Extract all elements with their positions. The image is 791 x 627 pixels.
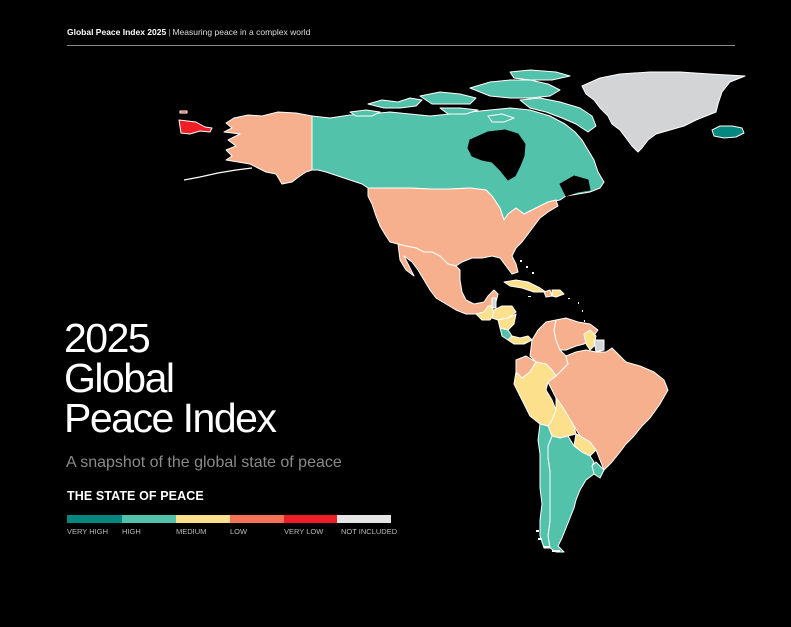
- country-panama[interactable]: [507, 335, 533, 345]
- legend-swatch-medium: [176, 515, 230, 523]
- caribbean-islands: [520, 260, 585, 322]
- hudson-bay: [467, 129, 526, 181]
- country-russia-island: [179, 110, 188, 114]
- legend-label-not-included: NOT INCLUDED: [341, 527, 398, 536]
- cover-title-line3: Peace Index: [64, 395, 277, 441]
- page-header: Global Peace Index 2025 | Measuring peace …: [67, 27, 310, 37]
- country-chile[interactable]: [537, 423, 553, 549]
- country-greenland[interactable]: [581, 71, 746, 153]
- legend-swatch-low: [230, 515, 284, 523]
- legend-swatch-very-low: [284, 515, 337, 523]
- header-divider: [67, 45, 735, 46]
- country-cuba[interactable]: [503, 279, 547, 293]
- country-alaska[interactable]: [223, 111, 313, 185]
- header-separator: |: [168, 27, 171, 37]
- country-belize[interactable]: [491, 297, 497, 309]
- legend-label-low: LOW: [230, 527, 248, 536]
- canadian-arctic-islands: [349, 69, 597, 133]
- country-dominican-republic[interactable]: [551, 289, 565, 298]
- country-iceland[interactable]: [711, 125, 745, 139]
- tierra-del-fuego-islands: [536, 530, 560, 552]
- country-suriname[interactable]: [593, 339, 605, 353]
- legend-swatch-high: [122, 515, 176, 523]
- cover-tagline: A snapshot of the global state of peace: [66, 454, 342, 471]
- legend-swatch-very-high: [67, 515, 122, 523]
- aleutian-islands: [183, 167, 253, 181]
- legend-color-bar: [67, 515, 391, 523]
- country-guatemala[interactable]: [475, 305, 495, 321]
- legend-label-high: HIGH: [122, 527, 141, 536]
- gulf-st-lawrence: [559, 175, 591, 197]
- legend-label-very-low: VERY LOW: [284, 527, 324, 536]
- report-title: Global Peace Index 2025: [67, 27, 167, 37]
- legend-label-very-high: VERY HIGH: [67, 527, 108, 536]
- country-russia[interactable]: [178, 119, 213, 135]
- cover-title-year: 2025: [64, 315, 151, 361]
- cover-title-line2: Global: [64, 355, 175, 401]
- legend-label-medium: MEDIUM: [176, 527, 207, 536]
- report-subtitle: Measuring peace in a complex world: [172, 27, 311, 37]
- country-venezuela[interactable]: [553, 317, 599, 351]
- country-guyana[interactable]: [583, 329, 597, 351]
- country-peru[interactable]: [513, 361, 557, 427]
- cover-title: 2025 Global Peace Index: [64, 315, 277, 441]
- legend-swatch-not-included: [337, 515, 391, 523]
- legend-title: THE STATE OF PEACE: [67, 489, 204, 503]
